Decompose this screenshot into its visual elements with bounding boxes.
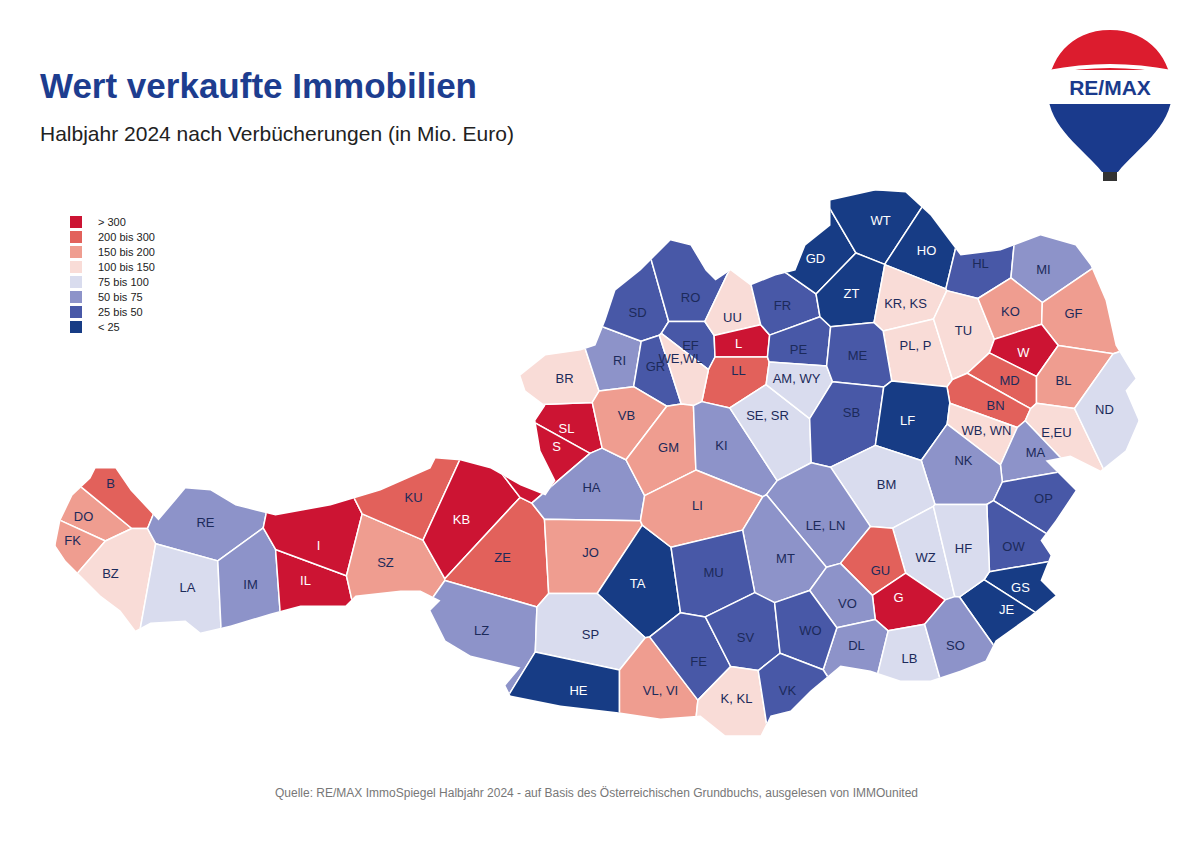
svg-text:BR: BR	[555, 371, 573, 386]
svg-text:FE: FE	[690, 654, 707, 669]
svg-text:BN: BN	[986, 398, 1004, 413]
svg-text:LE, LN: LE, LN	[806, 518, 846, 533]
svg-text:KO: KO	[1001, 304, 1020, 319]
svg-text:S: S	[552, 439, 561, 454]
svg-text:SV: SV	[737, 630, 755, 645]
svg-text:SL: SL	[559, 421, 575, 436]
svg-text:HE: HE	[569, 683, 587, 698]
svg-text:B: B	[106, 476, 115, 491]
svg-text:DO: DO	[74, 509, 94, 524]
svg-text:GM: GM	[658, 440, 679, 455]
svg-text:SZ: SZ	[377, 555, 394, 570]
svg-text:K, KL: K, KL	[721, 691, 753, 706]
svg-text:BL: BL	[1056, 373, 1072, 388]
html-text:50 bis 75: 50 bis 75	[98, 290, 143, 303]
svg-text:BM: BM	[877, 477, 897, 492]
svg-text:UU: UU	[723, 310, 742, 325]
html-text:100 bis 150: 100 bis 150	[98, 260, 155, 273]
svg-text:IL: IL	[300, 573, 311, 588]
svg-text:NK: NK	[954, 453, 972, 468]
svg-text:L: L	[735, 336, 742, 351]
html-text:Wert verkaufte Immobilien: Wert verkaufte Immobilien	[40, 66, 477, 105]
html-text:150 bis 200: 150 bis 200	[98, 245, 155, 258]
svg-text:MT: MT	[776, 551, 795, 566]
svg-text:VL, VI: VL, VI	[643, 683, 678, 698]
svg-text:E,EU: E,EU	[1041, 425, 1071, 440]
svg-text:LA: LA	[180, 580, 196, 595]
svg-text:MI: MI	[1036, 262, 1050, 277]
svg-text:PE: PE	[790, 342, 808, 357]
svg-text:RI: RI	[613, 353, 626, 368]
svg-text:EF: EF	[682, 337, 699, 353]
svg-text:LF: LF	[900, 413, 915, 428]
svg-text:SP: SP	[582, 627, 599, 642]
svg-text:FR: FR	[774, 298, 791, 313]
svg-text:MA: MA	[1026, 445, 1046, 460]
svg-text:KR, KS: KR, KS	[884, 296, 927, 311]
svg-text:RE/MAX: RE/MAX	[1069, 76, 1151, 99]
svg-text:ZE: ZE	[494, 550, 511, 565]
svg-text:GF: GF	[1064, 306, 1082, 321]
svg-text:GD: GD	[806, 251, 826, 266]
html-text:< 25: < 25	[98, 320, 120, 333]
svg-text:OW: OW	[1002, 539, 1025, 554]
svg-text:GR: GR	[645, 358, 666, 374]
svg-text:KB: KB	[453, 512, 470, 527]
svg-text:GU: GU	[871, 563, 891, 578]
html-text:Quelle: RE/MAX ImmoSpiegel Hal: Quelle: RE/MAX ImmoSpiegel Halbjahr 2024…	[275, 786, 918, 800]
svg-text:ND: ND	[1095, 402, 1114, 417]
svg-text:KI: KI	[715, 438, 727, 453]
svg-text:JO: JO	[582, 545, 599, 560]
svg-text:G: G	[893, 590, 903, 605]
html-text:> 300: > 300	[98, 215, 126, 228]
svg-text:LL: LL	[731, 363, 745, 378]
svg-text:ME: ME	[848, 348, 868, 363]
svg-text:HA: HA	[582, 480, 600, 495]
svg-text:VK: VK	[779, 683, 797, 698]
svg-text:WT: WT	[870, 213, 890, 228]
html-text:200 bis 300: 200 bis 300	[98, 230, 155, 243]
svg-text:AM, WY: AM, WY	[773, 371, 821, 386]
svg-text:HO: HO	[917, 243, 937, 258]
svg-text:WE,WL: WE,WL	[658, 351, 702, 366]
svg-text:TU: TU	[955, 323, 972, 338]
svg-text:VO: VO	[838, 596, 857, 611]
svg-text:MD: MD	[999, 373, 1019, 388]
svg-text:SE, SR: SE, SR	[746, 408, 789, 423]
svg-text:RE: RE	[196, 515, 214, 530]
svg-text:GS: GS	[1011, 580, 1030, 595]
svg-text:JE: JE	[999, 602, 1015, 617]
svg-text:HF: HF	[955, 541, 972, 556]
svg-text:BZ: BZ	[102, 566, 119, 581]
svg-text:RO: RO	[681, 290, 701, 305]
svg-text:TA: TA	[630, 576, 646, 591]
svg-text:I: I	[317, 538, 321, 553]
svg-text:LI: LI	[692, 498, 703, 513]
svg-text:OP: OP	[1034, 491, 1053, 506]
svg-text:KU: KU	[404, 490, 422, 505]
html-text:Halbjahr 2024 nach Verbücherun: Halbjahr 2024 nach Verbücherungen (in Mi…	[40, 122, 514, 145]
html-text:25 bis 50: 25 bis 50	[98, 305, 143, 318]
svg-text:ZT: ZT	[844, 286, 860, 301]
svg-text:SD: SD	[628, 305, 646, 320]
svg-text:SB: SB	[843, 405, 860, 420]
svg-text:HL: HL	[972, 256, 989, 271]
html-text:75 bis 100: 75 bis 100	[98, 275, 149, 288]
svg-text:VB: VB	[618, 408, 635, 423]
svg-text:WO: WO	[799, 623, 821, 638]
svg-text:LZ: LZ	[474, 623, 489, 638]
svg-text:WB, WN: WB, WN	[962, 423, 1012, 438]
svg-text:MU: MU	[703, 565, 723, 580]
svg-text:PL, P: PL, P	[900, 338, 932, 353]
svg-text:W: W	[1017, 345, 1030, 360]
svg-text:WZ: WZ	[915, 550, 935, 565]
svg-text:LB: LB	[902, 651, 918, 666]
svg-text:DL: DL	[848, 638, 865, 653]
svg-text:IM: IM	[243, 577, 257, 592]
svg-text:SO: SO	[946, 638, 965, 653]
svg-text:FK: FK	[64, 533, 81, 548]
